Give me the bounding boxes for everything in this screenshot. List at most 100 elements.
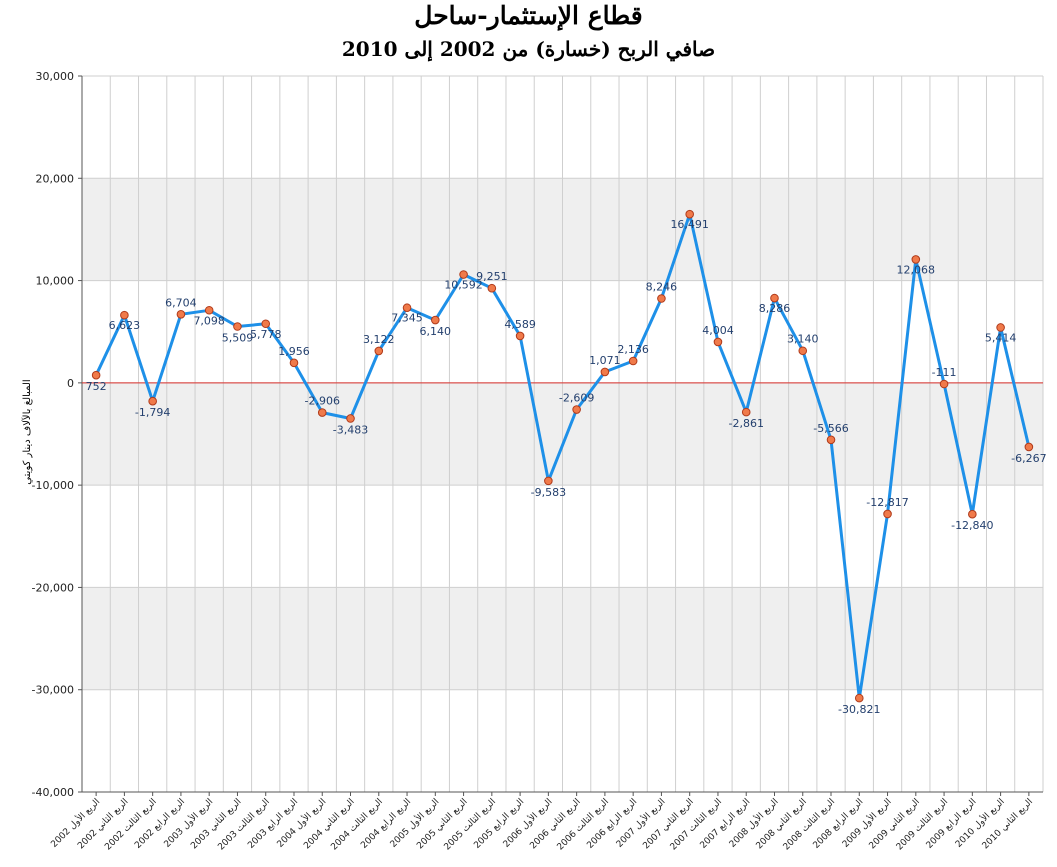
data-point [120, 310, 129, 320]
x-tick-label: الربع الثاني 2002 [76, 797, 130, 851]
y-tick-label: 10,000 [36, 275, 75, 288]
x-tick-label: الربع الرابع 2003 [246, 797, 300, 851]
data-label: 10,592 [444, 279, 483, 292]
data-label: 1,071 [589, 354, 621, 367]
x-tick-label: الربع الرابع 2007 [699, 797, 753, 851]
data-point [91, 370, 101, 380]
data-point [544, 476, 553, 486]
x-tick-label: الربع الرابع 2004 [359, 797, 413, 851]
y-tick-label: 20,000 [36, 172, 75, 185]
data-points [91, 209, 1034, 703]
chart-title: قطاع الإستثمار-ساحل [414, 1, 643, 30]
data-label: 8,246 [646, 281, 678, 294]
series-line-path [94, 212, 1031, 700]
data-label: 7,098 [193, 314, 225, 327]
x-tick-label: الربع الرابع 2002 [133, 797, 187, 851]
y-tick-label: -10,000 [32, 479, 74, 492]
data-point [600, 367, 610, 377]
data-label: 6,704 [165, 296, 197, 309]
data-label: 5,414 [985, 331, 1017, 344]
axes [81, 76, 1043, 793]
x-tick-label: الربع الثاني 2003 [189, 797, 243, 851]
data-label: -111 [932, 366, 957, 379]
data-label: 6,623 [109, 319, 141, 332]
y-axis-ticks: -40,000 -30,000 -20,000 -10,000 0 10,000 20,00… [32, 70, 82, 799]
data-point [515, 331, 525, 341]
x-tick-label: الربع الثالث 2007 [669, 797, 724, 852]
y-tick-label: 30,000 [36, 70, 75, 83]
x-tick-label: الربع الثالث 2006 [556, 797, 611, 852]
data-point [741, 407, 751, 417]
data-point [459, 270, 468, 279]
data-point [431, 315, 440, 325]
data-point [628, 356, 638, 366]
data-label: 1,956 [278, 345, 310, 358]
x-tick-label: الربع الرابع 2009 [925, 797, 979, 851]
data-point [657, 294, 666, 303]
data-point [572, 405, 581, 414]
data-label: 6,140 [420, 325, 452, 338]
data-label: -12,817 [866, 496, 908, 509]
data-label: 3,140 [787, 333, 819, 346]
x-tick-label: الربع الرابع 2006 [585, 797, 639, 851]
data-label: 12,068 [897, 263, 936, 276]
data-label: 2,136 [617, 343, 649, 356]
y-tick-label: -20,000 [32, 581, 74, 594]
data-label: -12,840 [951, 519, 993, 532]
data-label: -3,483 [333, 423, 368, 436]
data-label: -2,861 [728, 417, 763, 430]
data-label: 4,004 [702, 324, 734, 337]
data-label: -6,267 [1011, 452, 1046, 465]
x-tick-label: الربع الأول 2005 [387, 796, 441, 850]
x-tick-label: الربع الثاني 2010 [981, 797, 1035, 851]
data-point [346, 414, 355, 423]
data-label: -1,794 [135, 406, 170, 419]
x-tick-label: الربع الأول 2010 [953, 796, 1007, 850]
data-label: -5,566 [813, 422, 848, 435]
data-point [402, 303, 412, 313]
data-label: 7,345 [391, 312, 423, 325]
data-label: 5,509 [222, 332, 254, 345]
x-tick-label: الربع الأول 2004 [274, 796, 328, 850]
data-point [826, 435, 836, 445]
data-point [233, 322, 242, 331]
data-point [685, 209, 694, 219]
vertical-gridlines [81, 76, 1044, 792]
data-label: 9,251 [476, 270, 508, 283]
y-tick-label: -30,000 [32, 684, 74, 697]
x-tick-label: الربع الثالث 2003 [216, 797, 271, 852]
data-label: 5,778 [250, 328, 282, 341]
data-point [770, 293, 779, 303]
data-label: 8,286 [759, 302, 791, 315]
data-point [713, 337, 723, 347]
data-point [1024, 442, 1034, 452]
x-tick-label: الربع الرابع 2005 [472, 797, 526, 851]
x-tick-label: الربع الأول 2003 [161, 796, 215, 850]
data-label: -2,609 [559, 392, 594, 405]
data-point [968, 509, 977, 519]
data-point [148, 396, 157, 406]
x-tick-label: الربع الثالث 2009 [895, 797, 950, 852]
data-point [996, 323, 1005, 332]
x-tick-label: الربع الثالث 2005 [443, 797, 498, 852]
data-point [798, 346, 808, 356]
x-tick-label: الربع الثاني 2005 [415, 797, 469, 851]
x-tick-label: الربع الثالث 2008 [782, 797, 837, 852]
y-tick-label: -40,000 [32, 786, 74, 799]
x-tick-label: الربع الأول 2007 [613, 796, 667, 850]
x-tick-label: الربع الأول 2006 [500, 796, 554, 850]
data-point [911, 255, 921, 264]
y-axis-label: المبالغ بالآلاف دينار كويتي [21, 379, 33, 484]
data-label: 3,122 [363, 333, 395, 346]
x-tick-label: الربع الثاني 2007 [641, 797, 695, 851]
series-line [94, 212, 1031, 700]
data-point [204, 305, 214, 315]
y-tick-label: 0 [67, 377, 74, 390]
x-tick-label: الربع الثالث 2002 [103, 797, 158, 852]
x-tick-label: الربع الرابع 2008 [812, 797, 866, 851]
data-label: -2,906 [305, 395, 340, 408]
data-point [883, 509, 892, 519]
data-point [317, 408, 327, 417]
